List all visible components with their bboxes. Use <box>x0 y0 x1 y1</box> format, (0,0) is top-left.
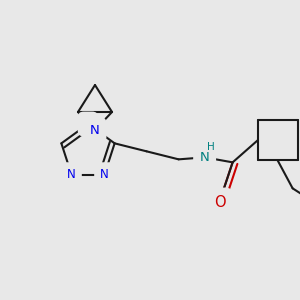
Text: O: O <box>214 195 225 210</box>
Text: N: N <box>200 151 209 164</box>
Text: N: N <box>67 168 76 181</box>
Text: H: H <box>207 142 214 152</box>
Text: N: N <box>100 168 109 181</box>
Text: N: N <box>90 124 100 136</box>
Text: N: N <box>84 118 92 130</box>
